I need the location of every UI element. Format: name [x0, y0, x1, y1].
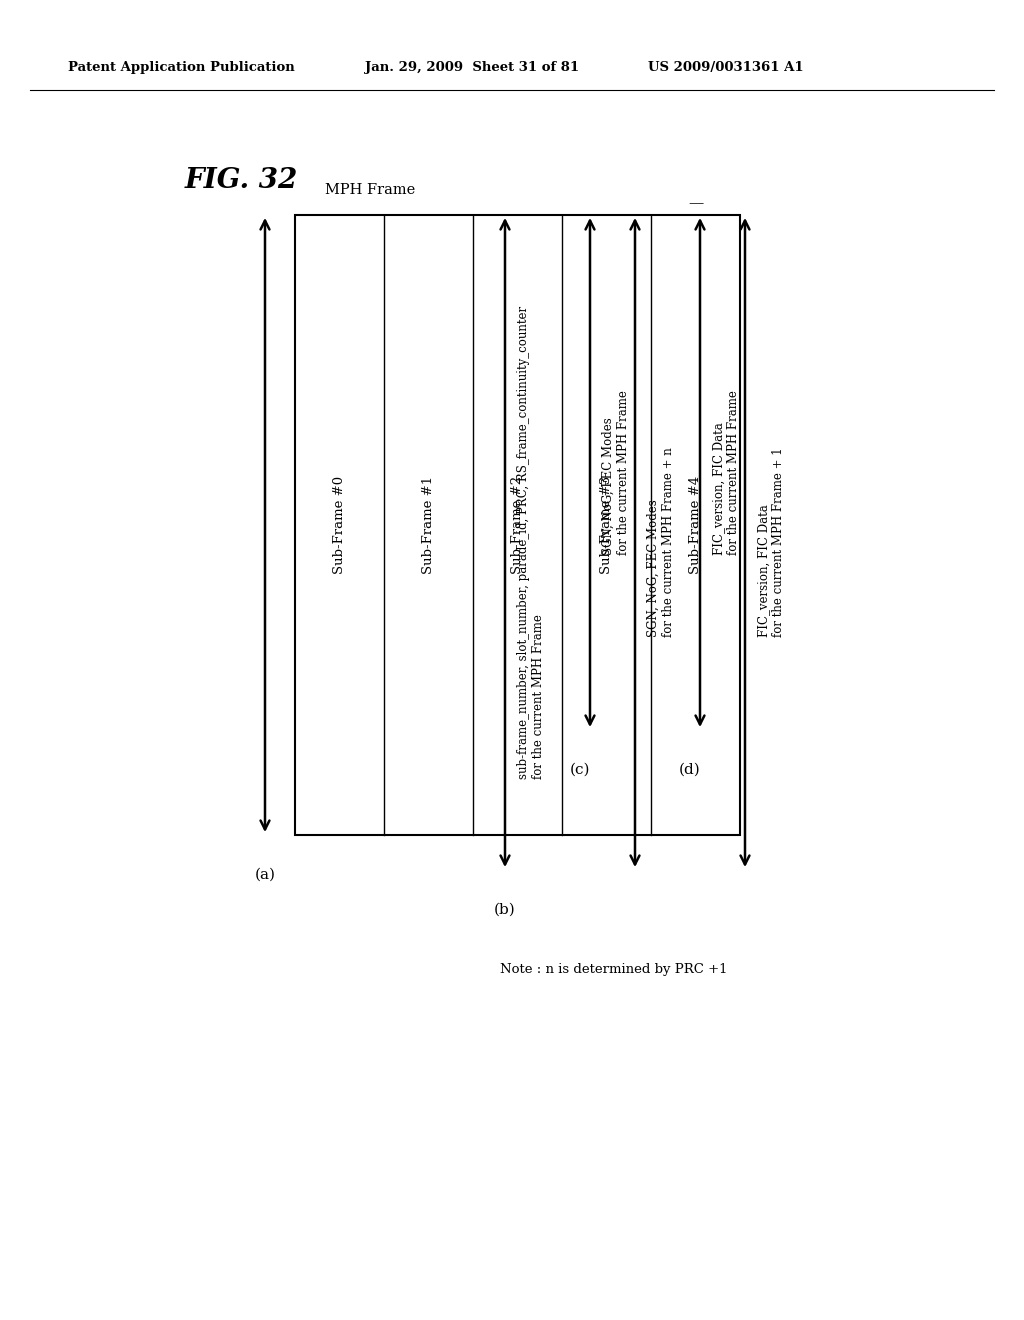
Text: Sub-Frame #1: Sub-Frame #1 — [422, 477, 435, 574]
Text: Jan. 29, 2009  Sheet 31 of 81: Jan. 29, 2009 Sheet 31 of 81 — [365, 62, 580, 74]
Text: Sub-Frame #2: Sub-Frame #2 — [511, 477, 524, 574]
Text: (a): (a) — [255, 869, 275, 882]
Text: —: — — [688, 195, 703, 210]
Text: Sub-Frame #4: Sub-Frame #4 — [689, 477, 702, 574]
Text: FIG. 32: FIG. 32 — [185, 166, 298, 194]
Text: MPH Frame: MPH Frame — [325, 183, 416, 197]
Text: SGN, NoG, FEC Modes
for the current MPH Frame + n: SGN, NoG, FEC Modes for the current MPH … — [647, 447, 675, 638]
Text: FIC_version, FIC Data
for the current MPH Frame + 1: FIC_version, FIC Data for the current MP… — [757, 447, 785, 638]
Text: Patent Application Publication: Patent Application Publication — [68, 62, 295, 74]
Text: (d): (d) — [679, 763, 700, 777]
Text: Sub-Frame #0: Sub-Frame #0 — [333, 477, 346, 574]
Text: (b): (b) — [495, 903, 516, 917]
Text: (c): (c) — [569, 763, 590, 777]
Text: FIC_version, FIC Data
for the current MPH Frame: FIC_version, FIC Data for the current MP… — [712, 391, 740, 554]
Text: US 2009/0031361 A1: US 2009/0031361 A1 — [648, 62, 804, 74]
Text: Note : n is determined by PRC +1: Note : n is determined by PRC +1 — [500, 964, 727, 977]
Bar — [295, 215, 740, 836]
Text: sub-frame_number, slot_number, parade_id, PRC, RS_frame_continuity_counter
for t: sub-frame_number, slot_number, parade_id… — [517, 306, 545, 779]
Text: SGN, NoG, FEC Modes
for the current MPH Frame: SGN, NoG, FEC Modes for the current MPH … — [602, 391, 630, 554]
Text: Sub-Frame #3: Sub-Frame #3 — [600, 477, 613, 574]
